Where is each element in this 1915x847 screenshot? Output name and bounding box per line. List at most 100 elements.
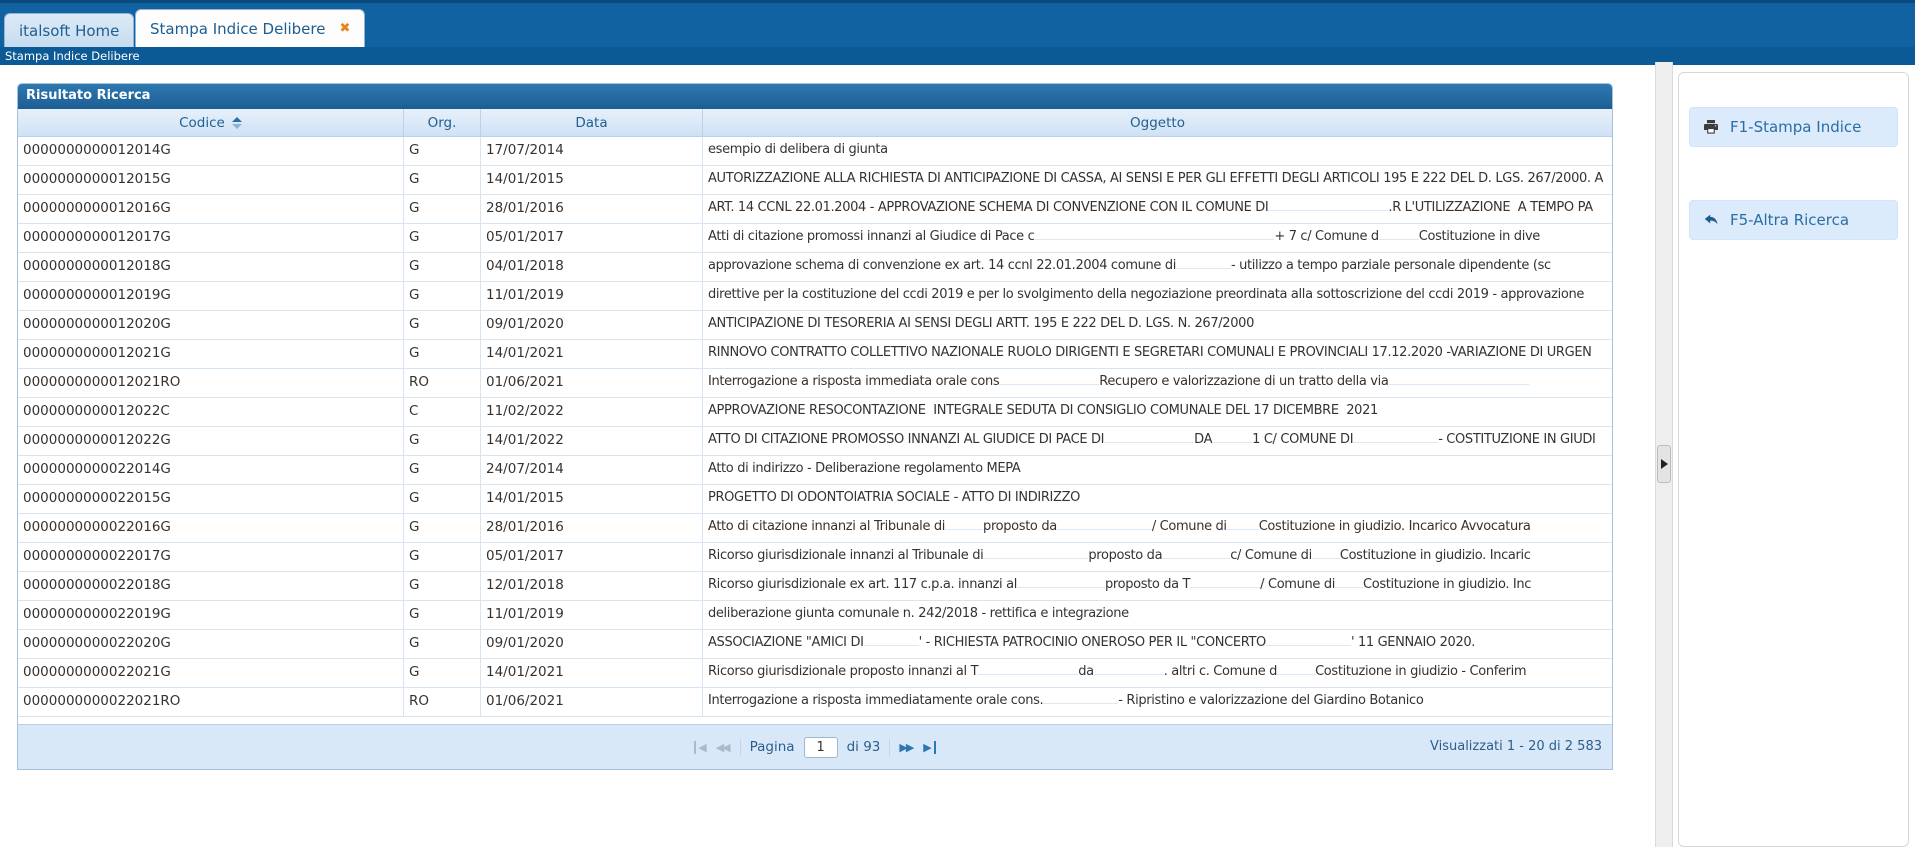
table-row[interactable]: 0000000000012019G G 11/01/2019 direttive pe… (18, 282, 1612, 311)
table-row[interactable]: 0000000000012020G G 09/01/2020 ANTICIPAZION… (18, 311, 1612, 340)
cell-oggetto: ANTICIPAZIONE DI TESORERIA AI SENSI DEGL… (708, 316, 1254, 331)
cell-codice: 0000000000022014G (18, 456, 404, 484)
tab-italsoft-home[interactable]: italsoft Home (4, 13, 135, 47)
cell-data: 09/01/2020 (481, 311, 703, 339)
table-row[interactable]: 0000000000012021RO RO 01/06/2021 Interrogaz… (18, 369, 1612, 398)
undo-arrow-icon (1704, 214, 1718, 225)
page-count-label: di 93 (846, 739, 881, 755)
cell-oggetto: Ricorso giurisdizionale proposto innanzi… (708, 664, 1527, 679)
redacted-text (1176, 259, 1232, 269)
tab-stampa-indice-delibere[interactable]: Stampa Indice Delibere ✖ (135, 9, 366, 47)
cell-org: C (404, 398, 481, 426)
cell-data: 14/01/2015 (481, 485, 703, 513)
cell-oggetto: APPROVAZIONE RESOCONTAZIONE INTEGRALE SE… (708, 403, 1378, 418)
cell-oggetto: ASSOCIAZIONE "AMICI DI ' - RICHIESTA PATR… (708, 635, 1476, 650)
table-row[interactable]: 0000000000022018G G 12/01/2018 Ricorso giur… (18, 572, 1612, 601)
column-header-codice[interactable]: Codice (18, 109, 404, 136)
results-summary: Visualizzati 1 - 20 di 2 583 (1430, 739, 1602, 754)
cell-oggetto: Atti di citazione promossi innanzi al Gi… (708, 229, 1540, 244)
table-row[interactable]: 0000000000012017G G 05/01/2017 Atti di cita… (18, 224, 1612, 253)
cell-codice: 0000000000022016G (18, 514, 404, 542)
chevron-right-icon (1660, 459, 1668, 469)
redacted-text (1311, 549, 1340, 559)
previous-page-button[interactable]: ◀◀ (715, 740, 731, 754)
f5-altra-ricerca-button[interactable]: F5-Altra Ricerca (1689, 200, 1898, 240)
f1-stampa-indice-button[interactable]: F1-Stampa Indice (1689, 107, 1898, 147)
grid-rows: 0000000000012014G G 17/07/2014 esempio di d… (18, 137, 1612, 724)
redacted-text (1277, 665, 1316, 675)
first-page-button[interactable]: ◀ (694, 740, 707, 754)
cell-org: G (404, 456, 481, 484)
cell-org: G (404, 601, 481, 629)
table-row[interactable]: 0000000000022021G G 14/01/2021 Ricorso giur… (18, 659, 1612, 688)
close-icon[interactable]: ✖ (339, 21, 351, 36)
redacted-text (1056, 520, 1152, 530)
cell-oggetto: ATTO DI CITAZIONE PROMOSSO INNANZI AL GI… (708, 432, 1596, 447)
collapse-handle[interactable] (1657, 445, 1671, 483)
cell-oggetto: esempio di delibera di giunta (708, 142, 888, 157)
redacted-text (983, 549, 1089, 559)
table-row[interactable]: 0000000000012015G G 14/01/2015 AUTORIZZAZIO… (18, 166, 1612, 195)
pager-divider (889, 738, 891, 756)
cell-oggetto: AUTORIZZAZIONE ALLA RICHIESTA DI ANTICIP… (708, 171, 1604, 186)
cell-org: G (404, 282, 481, 310)
cell-oggetto: ART. 14 CCNL 22.01.2004 - APPROVAZIONE S… (708, 200, 1593, 215)
cell-codice: 0000000000012016G (18, 195, 404, 223)
panel-splitter (1655, 62, 1673, 847)
grid-header: Codice Org. Data Oggetto (18, 109, 1612, 137)
cell-org: G (404, 253, 481, 281)
table-row[interactable]: 0000000000022016G G 28/01/2016 Atto di cita… (18, 514, 1612, 543)
cell-codice: 0000000000012014G (18, 137, 404, 165)
redacted-text (1104, 433, 1195, 443)
table-row[interactable]: 0000000000012021G G 14/01/2021 RINNOVO CONT… (18, 340, 1612, 369)
last-page-button[interactable]: ▶ (923, 740, 936, 754)
printer-icon (1704, 120, 1718, 134)
cell-org: RO (404, 369, 481, 397)
cell-codice: 0000000000012020G (18, 311, 404, 339)
tab-label: Stampa Indice Delibere (150, 19, 326, 38)
table-row[interactable]: 0000000000012016G G 28/01/2016 ART. 14 CCNL… (18, 195, 1612, 224)
cell-codice: 0000000000022021RO (18, 688, 404, 716)
cell-codice: 0000000000012017G (18, 224, 404, 252)
cell-data: 14/01/2021 (481, 659, 703, 687)
breadcrumb: Stampa Indice Delibere (5, 49, 140, 63)
cell-data: 12/01/2018 (481, 572, 703, 600)
cell-org: G (404, 137, 481, 165)
table-row[interactable]: 0000000000022015G G 14/01/2015 PROGETTO DI … (18, 485, 1612, 514)
column-header-oggetto[interactable]: Oggetto (1130, 114, 1185, 131)
table-row[interactable]: 0000000000012022C C 11/02/2022 APPROVAZIONE… (18, 398, 1612, 427)
next-page-button[interactable]: ▶▶ (899, 740, 914, 754)
cell-data: 14/01/2015 (481, 166, 703, 194)
page-number-input[interactable] (803, 736, 838, 758)
cell-data: 17/07/2014 (481, 137, 703, 165)
cell-data: 28/01/2016 (481, 514, 703, 542)
cell-data: 14/01/2021 (481, 340, 703, 368)
redacted-text (1212, 433, 1253, 443)
cell-org: G (404, 195, 481, 223)
page-label: Pagina (749, 739, 795, 755)
table-row[interactable]: 0000000000012014G G 17/07/2014 esempio di d… (18, 137, 1612, 166)
cell-data: 14/01/2022 (481, 427, 703, 455)
table-row[interactable]: 0000000000022019G G 11/01/2019 deliberazion… (18, 601, 1612, 630)
cell-org: G (404, 340, 481, 368)
column-header-data[interactable]: Data (481, 109, 703, 136)
cell-codice: 0000000000022021G (18, 659, 404, 687)
cell-data: 05/01/2017 (481, 543, 703, 571)
table-row[interactable]: 0000000000022020G G 09/01/2020 ASSOCIAZIONE… (18, 630, 1612, 659)
sort-icon (231, 116, 242, 129)
button-label: F5-Altra Ricerca (1730, 211, 1850, 229)
table-row[interactable]: 0000000000022017G G 05/01/2017 Ricorso giur… (18, 543, 1612, 572)
table-row[interactable]: 0000000000022021RO RO 01/06/2021 Interrogaz… (18, 688, 1612, 717)
cell-codice: 0000000000022020G (18, 630, 404, 658)
cell-data: 05/01/2017 (481, 224, 703, 252)
column-header-org[interactable]: Org. (404, 109, 481, 136)
cell-oggetto: Ricorso giurisdizionale innanzi al Tribu… (708, 548, 1531, 563)
redacted-text (1034, 230, 1275, 240)
table-row[interactable]: 0000000000022014G G 24/07/2014 Atto di indi… (18, 456, 1612, 485)
redacted-text (1043, 694, 1119, 704)
button-label: F1-Stampa Indice (1730, 118, 1862, 136)
cell-org: G (404, 659, 481, 687)
table-row[interactable]: 0000000000012018G G 04/01/2018 approvazione… (18, 253, 1612, 282)
table-row[interactable]: 0000000000012022G G 14/01/2022 ATTO DI CITA… (18, 427, 1612, 456)
cell-codice: 0000000000012018G (18, 253, 404, 281)
